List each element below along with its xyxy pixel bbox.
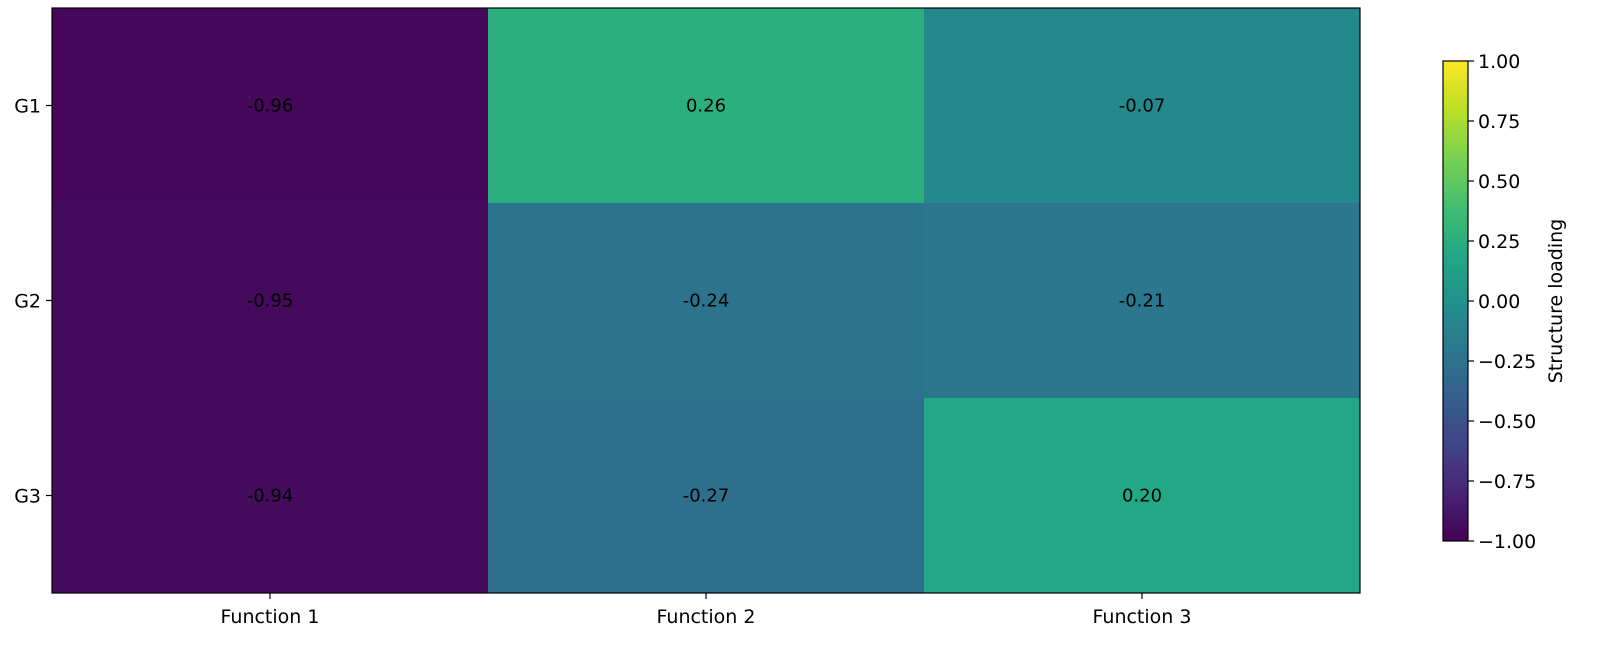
colorbar-ticks: 1.00 0.75 0.50 0.25 0.00 −0.25 −0.50 −0.75 −1.00 — [1468, 51, 1536, 553]
y-tick-label: G1 — [14, 96, 41, 118]
y-tick-label: G3 — [14, 486, 41, 508]
colorbar-label: Structure loading — [1545, 219, 1567, 383]
colorbar-gradient — [1443, 61, 1468, 541]
heatmap-cell-labels: -0.96 0.26 -0.07 -0.95 -0.24 -0.21 -0.94 -0.27 0… — [247, 96, 1166, 507]
x-tick-label: Function 2 — [657, 606, 756, 628]
cell-value-label: -0.21 — [1119, 291, 1166, 312]
cell-value-label: -0.94 — [247, 486, 294, 507]
heatmap-cell — [52, 8, 489, 204]
heatmap-cell — [52, 398, 489, 594]
heatmap-cell — [488, 203, 925, 399]
y-axis-ticks: G1 G2 G3 — [14, 96, 52, 508]
cell-value-label: -0.95 — [247, 291, 294, 312]
colorbar-tick-label: −0.50 — [1478, 411, 1536, 433]
colorbar: 1.00 0.75 0.50 0.25 0.00 −0.25 −0.50 −0.75 −1.00… — [1442, 51, 1567, 553]
cell-value-label: -0.27 — [683, 486, 730, 507]
heatmap-cell — [924, 203, 1361, 399]
colorbar-tick-label: 0.00 — [1478, 291, 1520, 313]
cell-value-label: -0.24 — [683, 291, 730, 312]
colorbar-tick-label: −0.25 — [1478, 351, 1536, 373]
cell-value-label: 0.26 — [686, 96, 726, 117]
colorbar-tick-label: 0.50 — [1478, 171, 1520, 193]
heatmap-cell — [52, 203, 489, 399]
heatmap-cell — [488, 8, 925, 204]
colorbar-tick-label: 1.00 — [1478, 51, 1520, 73]
heatmap-cell — [924, 8, 1361, 204]
colorbar-tick-label: 0.75 — [1478, 111, 1520, 133]
colorbar-tick-label: 0.25 — [1478, 231, 1520, 253]
heatmap-cell — [488, 398, 925, 594]
x-axis-ticks: Function 1 Function 2 Function 3 — [221, 593, 1192, 628]
cell-value-label: -0.07 — [1119, 96, 1166, 117]
cell-value-label: 0.20 — [1122, 486, 1162, 507]
colorbar-tick-label: −0.75 — [1478, 471, 1536, 493]
x-tick-label: Function 3 — [1093, 606, 1192, 628]
y-tick-label: G2 — [14, 291, 41, 313]
x-tick-label: Function 1 — [221, 606, 320, 628]
colorbar-tick-label: −1.00 — [1478, 531, 1536, 553]
heatmap-cell — [924, 398, 1361, 594]
heatmap-cells — [52, 8, 1361, 594]
cell-value-label: -0.96 — [247, 96, 294, 117]
